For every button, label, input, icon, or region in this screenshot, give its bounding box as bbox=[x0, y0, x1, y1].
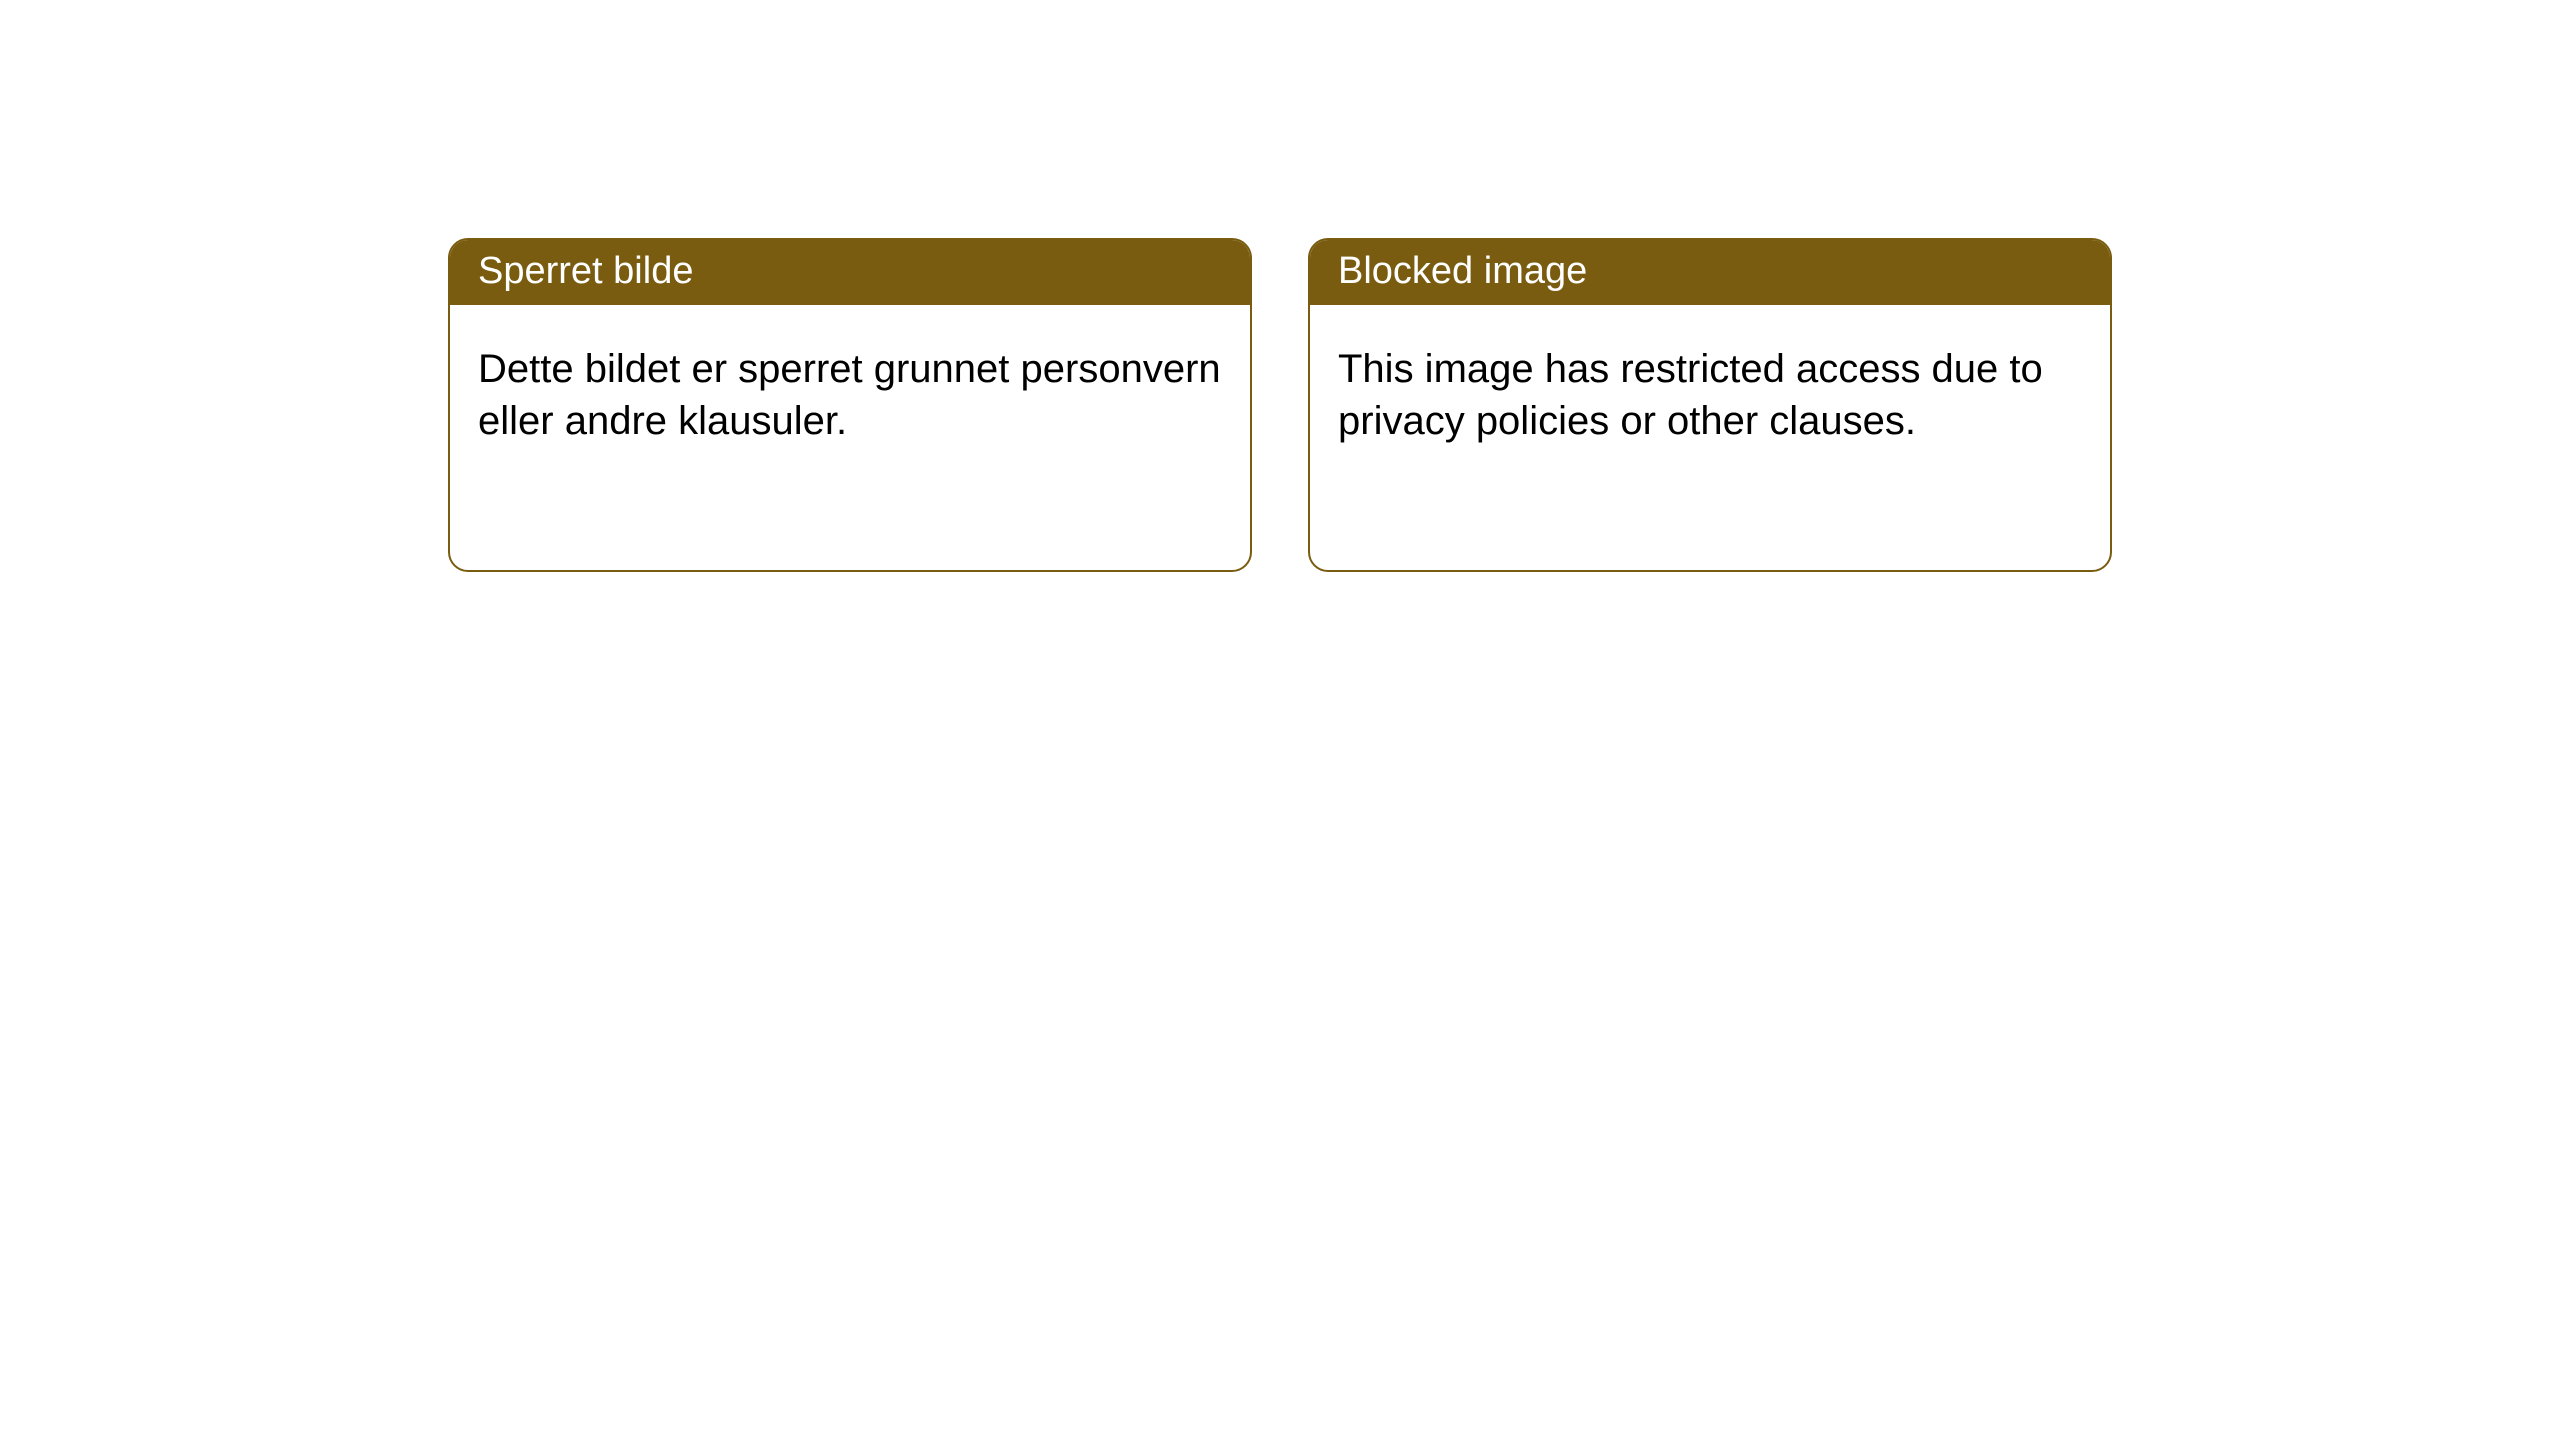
card-body: This image has restricted access due to … bbox=[1310, 305, 2110, 570]
card-title: Sperret bilde bbox=[450, 240, 1250, 305]
cards-container: Sperret bilde Dette bildet er sperret gr… bbox=[0, 0, 2560, 572]
blocked-image-card-no: Sperret bilde Dette bildet er sperret gr… bbox=[448, 238, 1252, 572]
card-title: Blocked image bbox=[1310, 240, 2110, 305]
blocked-image-card-en: Blocked image This image has restricted … bbox=[1308, 238, 2112, 572]
card-body: Dette bildet er sperret grunnet personve… bbox=[450, 305, 1250, 570]
